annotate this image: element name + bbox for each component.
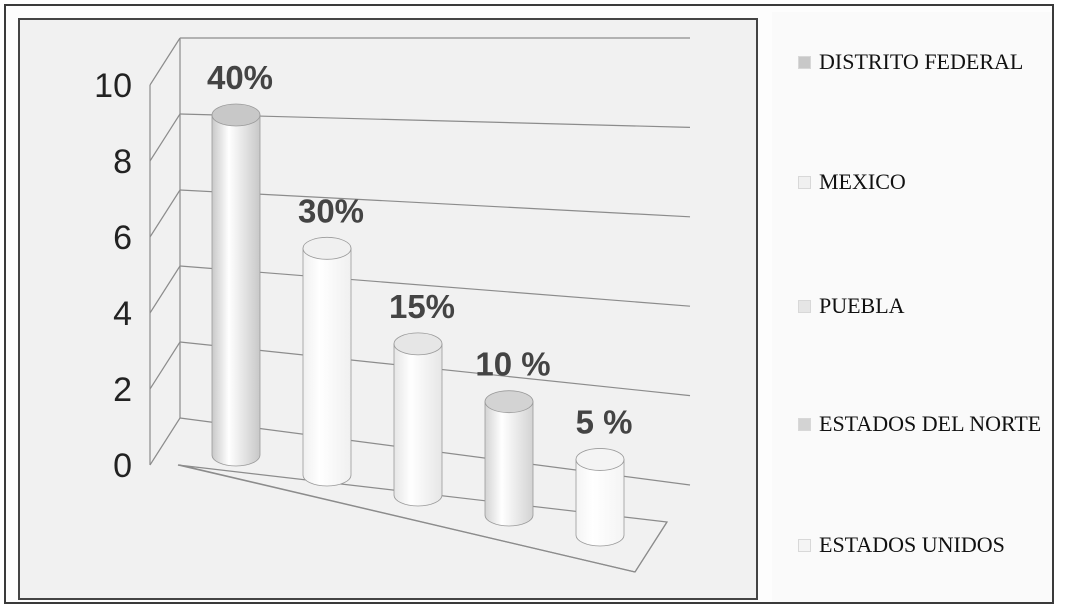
chart-frame: DISTRITO FEDERAL MEXICO PUEBLA ESTADOS D… [4, 4, 1054, 604]
legend-item-distrito-federal: DISTRITO FEDERAL [798, 48, 1048, 76]
bar-3 [393, 343, 443, 507]
legend-label: ESTADOS DEL NORTE [819, 411, 1042, 436]
bar-5 [575, 459, 625, 547]
bar-top-1 [211, 103, 261, 127]
bar-top-5 [575, 448, 625, 471]
legend-item-estados-del-norte: ESTADOS DEL NORTE [798, 410, 1048, 438]
y-tick-label: 2 [113, 371, 132, 409]
legend-item-mexico: MEXICO [798, 168, 1048, 196]
y-tick-label: 4 [113, 295, 132, 333]
y-tick-label: 0 [113, 447, 132, 485]
gridline [179, 265, 691, 307]
plot-area [18, 18, 758, 600]
side-gridline [149, 37, 181, 86]
legend-label: ESTADOS UNIDOS [819, 532, 1005, 557]
legend-swatch [798, 539, 811, 552]
side-gridline [149, 341, 181, 390]
y-tick-label: 6 [113, 219, 132, 257]
gridline [179, 113, 691, 128]
bar-top-3 [393, 332, 443, 356]
y-tick-label: 10 [94, 67, 132, 105]
legend-item-estados-unidos: ESTADOS UNIDOS [798, 531, 1048, 559]
bar-1 [211, 114, 261, 467]
legend-swatch [798, 418, 811, 431]
data-label-3: 15% [389, 288, 455, 325]
bar-top-4 [484, 390, 534, 414]
legend-label: PUEBLA [819, 293, 905, 318]
side-gridline [149, 417, 181, 466]
legend-item-puebla: PUEBLA [798, 292, 1048, 320]
data-label-5: 5 % [576, 403, 633, 440]
side-gridline [149, 113, 181, 162]
legend-swatch [798, 176, 811, 189]
side-gridline [149, 265, 181, 314]
legend-swatch [798, 56, 811, 69]
data-label-1: 40% [207, 59, 273, 96]
legend: DISTRITO FEDERAL MEXICO PUEBLA ESTADOS D… [772, 12, 1052, 602]
legend-label: MEXICO [819, 169, 906, 194]
bar-2 [302, 247, 352, 487]
bar-top-2 [302, 236, 352, 260]
floor-front-edge [177, 464, 636, 573]
y-tick-label: 8 [113, 143, 132, 181]
data-label-2: 30% [298, 192, 364, 229]
floor-right-edge [634, 521, 668, 573]
gridline [179, 189, 691, 218]
side-gridline [149, 189, 181, 238]
data-label-4: 10 % [475, 346, 550, 383]
legend-swatch [798, 300, 811, 313]
legend-label: DISTRITO FEDERAL [819, 49, 1024, 74]
bar-4 [484, 401, 534, 527]
